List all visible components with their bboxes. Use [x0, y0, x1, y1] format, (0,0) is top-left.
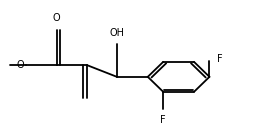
- Text: OH: OH: [109, 28, 124, 38]
- Text: O: O: [53, 13, 60, 23]
- Text: F: F: [160, 115, 166, 125]
- Text: O: O: [16, 60, 24, 70]
- Text: F: F: [217, 54, 223, 64]
